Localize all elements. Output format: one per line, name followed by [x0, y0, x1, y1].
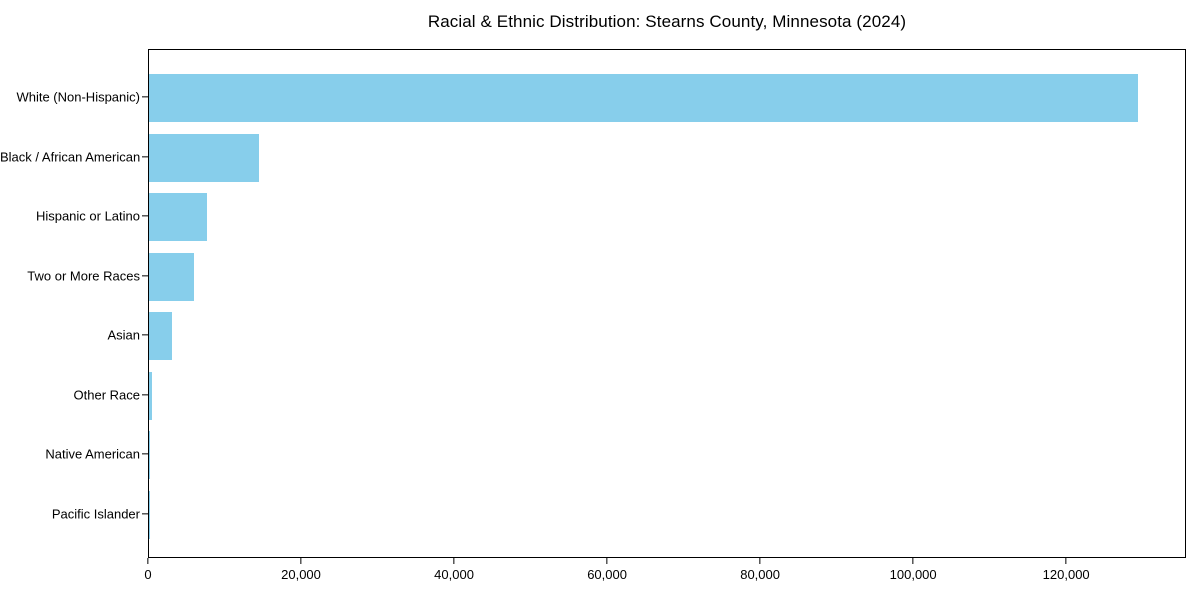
x-tick-mark [453, 558, 455, 564]
y-tick-label: Pacific Islander [51, 506, 140, 521]
x-tick-mark [912, 558, 914, 564]
x-tick-mark [300, 558, 302, 564]
y-tick-mark [142, 215, 148, 217]
y-tick-label: Black / African American [0, 149, 141, 164]
x-tick-label: 20,000 [281, 567, 321, 582]
y-tick-mark [142, 274, 148, 277]
y-tick-label: White (Non-Hispanic) [16, 89, 140, 105]
x-tick-mark [1065, 558, 1067, 564]
x-tick-label: 40,000 [434, 567, 474, 582]
y-tick-label: Other Race [73, 387, 140, 402]
y-tick-mark [142, 334, 148, 336]
plot-area [148, 49, 1186, 558]
x-tick-label: 100,000 [889, 567, 937, 582]
bar-white-non-hispanic [149, 74, 1138, 122]
x-tick-label: 80,000 [740, 567, 780, 582]
x-tick-mark [606, 558, 608, 564]
bar-hispanic-or-latino [149, 193, 208, 241]
y-tick-mark [142, 453, 148, 455]
x-tick-mark [147, 558, 149, 564]
x-tick-label: 120,000 [1042, 567, 1090, 582]
bar-other-race [149, 371, 153, 420]
y-tick-label: Hispanic or Latino [35, 208, 140, 224]
y-tick-mark [142, 96, 148, 98]
y-tick-label: Asian [107, 327, 140, 343]
y-tick-label: Two or More Races [27, 268, 140, 283]
bar-asian [149, 312, 172, 360]
y-tick-mark [142, 155, 148, 158]
x-tick-mark [759, 558, 761, 564]
bar-native-american [149, 431, 151, 479]
y-tick-mark [142, 393, 148, 396]
chart-title: Racial & Ethnic Distribution: Stearns Co… [427, 12, 907, 31]
x-tick-label: 60,000 [587, 567, 627, 582]
y-tick-mark [142, 512, 148, 515]
x-tick-label: 0 [144, 567, 152, 582]
y-tick-label: Native American [45, 446, 140, 462]
bar-black-african-american [149, 133, 260, 182]
bar-two-or-more-races [149, 252, 195, 301]
